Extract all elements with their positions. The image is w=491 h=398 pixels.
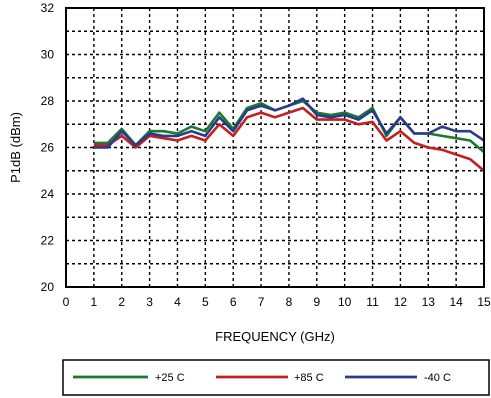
x-tick-label: 1 <box>91 295 98 309</box>
legend-label: +85 C <box>294 372 324 384</box>
y-tick-label: 32 <box>41 1 55 15</box>
y-tick-label: 20 <box>41 280 55 294</box>
x-tick-label: 8 <box>286 295 293 309</box>
y-axis-title: P1dB (dBm) <box>8 112 23 183</box>
x-tick-label: 14 <box>449 295 463 309</box>
series-line <box>93 106 485 172</box>
series-line <box>93 99 485 154</box>
legend-label: +25 C <box>155 372 185 384</box>
grid <box>66 8 484 287</box>
x-tick-label: 7 <box>258 295 265 309</box>
series-layer <box>93 97 485 172</box>
y-tick-label: 30 <box>41 48 55 62</box>
x-tick-label: 12 <box>394 295 408 309</box>
x-tick-label: 4 <box>174 295 181 309</box>
x-tick-label: 11 <box>366 295 379 309</box>
x-tick-label: 5 <box>202 295 209 309</box>
x-tick-label: 10 <box>338 295 352 309</box>
series-line <box>93 97 485 149</box>
x-tick-label: 2 <box>118 295 125 309</box>
x-tick-label: 6 <box>230 295 237 309</box>
x-axis-title: FREQUENCY (GHz) <box>215 329 335 344</box>
plot-frame <box>65 7 485 288</box>
x-tick-label: 0 <box>63 295 70 309</box>
x-tick-label: 9 <box>313 295 320 309</box>
y-tick-label: 26 <box>41 141 55 155</box>
y-tick-label: 22 <box>41 234 55 248</box>
y-tick-label: 24 <box>41 187 55 201</box>
x-tick-label: 3 <box>146 295 153 309</box>
y-tick-label: 28 <box>41 94 55 108</box>
x-tick-label: 15 <box>477 295 491 309</box>
x-tick-label: 13 <box>422 295 436 309</box>
legend: +25 C +85 C -40 C <box>62 359 490 396</box>
legend-label: -40 C <box>424 372 451 384</box>
